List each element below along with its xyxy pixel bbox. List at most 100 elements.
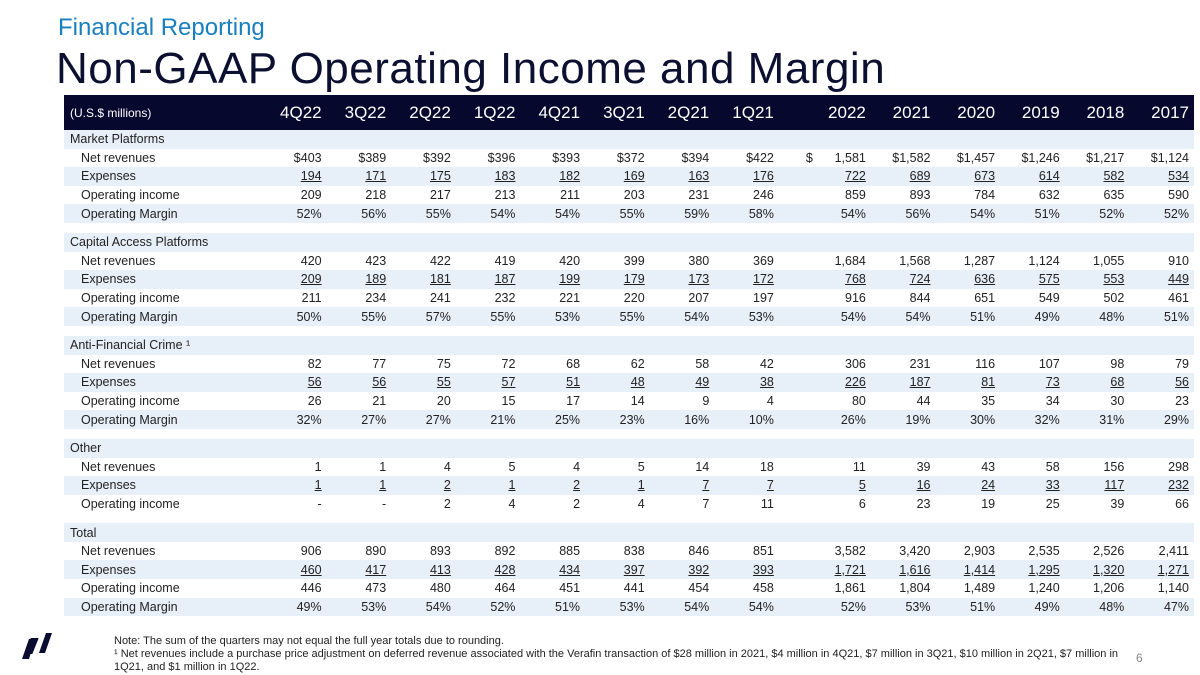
table-cell: 57% <box>391 307 456 326</box>
row-label: Operating Margin <box>64 597 262 617</box>
cell-value: $1,124 <box>1150 150 1189 165</box>
cell-value: 11 <box>760 496 774 511</box>
cell-value: 181 <box>429 272 451 287</box>
table-cell: 2 <box>520 495 585 514</box>
table-cell: 197 <box>714 289 779 308</box>
cell-value: 79 <box>1175 356 1189 371</box>
table-cell: 218 <box>327 186 392 205</box>
table-row: Expenses 1 1 2 1 2 1 7 7 5 16 24 33 117 232 <box>64 476 1194 495</box>
cell-value: $394 <box>681 150 710 165</box>
table-cell: 58 <box>650 355 715 374</box>
table-cell: 575 <box>1000 270 1065 289</box>
table-row: Expenses 194 171 175 183 182 169 163 176 722 689 67… <box>64 167 1194 186</box>
table-cell: $389 <box>327 149 392 168</box>
table-cell: $372 <box>585 149 650 168</box>
cell-value: 1,568 <box>899 253 931 268</box>
cell-value: 59% <box>684 206 710 221</box>
cell-value: 890 <box>365 544 387 559</box>
cell-value: 20 <box>436 394 451 409</box>
table-cell: 54% <box>455 204 521 223</box>
cell-value: 844 <box>909 291 931 306</box>
cell-value: 54% <box>555 206 581 221</box>
cell-value: 171 <box>365 169 387 184</box>
cell-value: 7 <box>766 478 774 493</box>
table-row: Operating Margin 32% 27% 27% 21% 25% 23% 16% 10%… <box>64 410 1194 429</box>
cell-value: 226 <box>845 375 866 390</box>
table-cell: 7 <box>649 476 715 495</box>
table-row: Operating Margin 52% 56% 55% 54% 54% 55% 59% 58%… <box>64 204 1194 223</box>
cell-value: 906 <box>300 544 322 559</box>
cell-value: 1,140 <box>1157 581 1189 596</box>
section-title: Anti-Financial Crime ¹ <box>64 335 1194 355</box>
table-cell: 23 <box>1129 392 1194 411</box>
table-cell: $396 <box>456 149 521 168</box>
cell-value: 34 <box>1045 394 1060 409</box>
table-cell: 39 <box>1065 495 1130 514</box>
table-row: Net revenues $403 $389 $392 $396 $393 $372 $394… <box>64 149 1194 168</box>
cell-value: 21 <box>372 394 387 409</box>
cell-value: 23 <box>1175 394 1189 409</box>
table-cell: 30 <box>1065 392 1130 411</box>
row-label: Operating Margin <box>64 307 262 326</box>
table-cell: 56 <box>262 373 327 392</box>
table-cell: 54% <box>935 204 1001 223</box>
table-cell: 33 <box>1000 476 1065 495</box>
table-cell: 221 <box>520 289 585 308</box>
table-cell: 451 <box>520 579 585 598</box>
table-body: Market Platforms Net revenues $403 $389 $392… <box>64 130 1194 617</box>
table-cell: 6 <box>779 495 871 514</box>
table-cell: 48% <box>1064 307 1130 326</box>
table-row: Expenses 56 56 55 57 51 48 49 38 226 187 81 73 68 56 <box>64 373 1194 392</box>
cell-value: 838 <box>623 544 645 559</box>
cell-value: 722 <box>845 169 866 184</box>
section-header-row: Other <box>64 438 1194 458</box>
column-header: 4Q22 <box>280 102 322 122</box>
cell-value: 2,411 <box>1158 544 1189 559</box>
cell-value: 392 <box>688 562 710 577</box>
cell-value: 1,295 <box>1028 562 1060 577</box>
table-cell: 446 <box>262 579 327 598</box>
table-cell: $422 <box>714 149 779 168</box>
table-row: Expenses 209 189 181 187 199 179 173 172 768 724 63… <box>64 270 1194 289</box>
cell-value: 54% <box>490 206 516 221</box>
cell-value: 52% <box>1099 206 1125 221</box>
cell-value: 163 <box>688 169 710 184</box>
row-label: Expenses <box>64 373 262 392</box>
table-cell: 3,420 <box>871 542 936 561</box>
cell-value: 57% <box>425 309 451 324</box>
table-cell: 1,271 <box>1129 560 1194 580</box>
table-cell: 31% <box>1064 410 1130 429</box>
cell-value: 73 <box>1045 375 1060 390</box>
cell-value: 199 <box>559 272 581 287</box>
table-cell: 673 <box>935 167 1001 186</box>
table-row: Expenses 460 417 413 428 434 397 392 393 1,721 1,6… <box>64 560 1194 580</box>
cell-value: 66 <box>1175 496 1189 511</box>
cell-value: 44 <box>916 394 931 409</box>
table-cell: $403 <box>262 149 327 168</box>
cell-value: 246 <box>753 188 774 203</box>
table-cell: 51% <box>1000 204 1065 223</box>
cell-value: 53% <box>748 309 774 324</box>
table-cell: $394 <box>650 149 715 168</box>
table-cell: 449 <box>1129 270 1194 289</box>
table-cell: 393 <box>714 560 779 580</box>
cell-value: 194 <box>300 169 322 184</box>
cell-value: 26 <box>307 394 322 409</box>
cell-value: 14 <box>695 459 710 474</box>
table-cell: 207 <box>650 289 715 308</box>
cell-value: 9 <box>702 394 710 409</box>
cell-value: 231 <box>909 356 931 371</box>
table-cell: 423 <box>327 252 392 271</box>
table-cell: 51% <box>1129 307 1194 326</box>
table-cell: 460 <box>262 560 327 580</box>
table-cell: 26 <box>262 392 327 411</box>
table-cell: 5 <box>778 476 871 495</box>
cell-value: 209 <box>300 272 322 287</box>
cell-value: 5 <box>637 459 645 474</box>
table-cell: 4 <box>391 458 456 477</box>
table-row: Operating Margin 50% 55% 57% 55% 53% 55% 54% 53%… <box>64 307 1194 326</box>
table-cell: 2 <box>391 495 456 514</box>
cell-value: 27% <box>425 412 451 427</box>
cell-value: 75 <box>436 356 451 371</box>
table-cell: 417 <box>326 560 392 580</box>
